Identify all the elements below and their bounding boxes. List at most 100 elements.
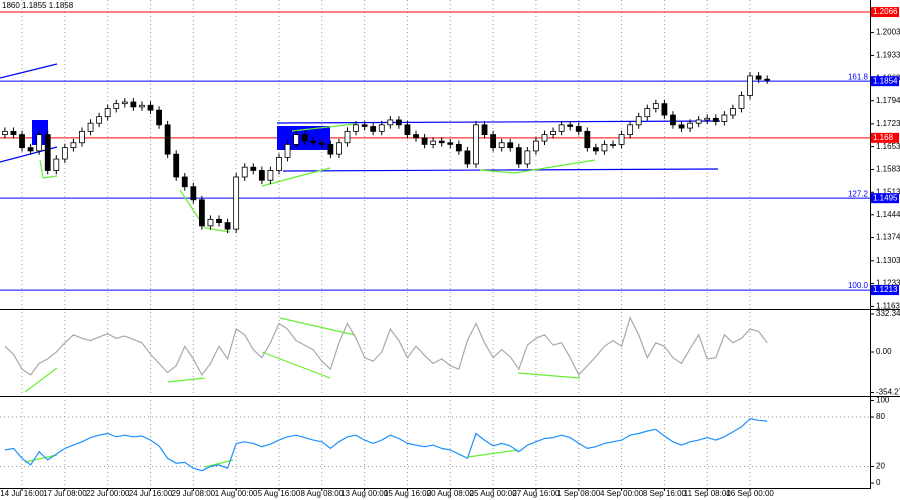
candle-body — [575, 126, 582, 132]
trend-line — [0, 63, 58, 79]
candle-body — [181, 176, 188, 188]
x-tick-label: 11 Sep 08:00 — [684, 489, 732, 498]
y-tick-label: 1.1513 — [876, 187, 900, 196]
candle-body — [687, 122, 693, 129]
candle-body — [507, 142, 514, 149]
candle-body — [764, 78, 771, 81]
divergence-line — [39, 159, 58, 179]
candle-body — [318, 142, 325, 145]
candle-body — [395, 119, 402, 126]
candle-body — [601, 143, 608, 152]
candle-body — [413, 134, 419, 139]
candle-body — [19, 134, 25, 149]
level-tag-label: 1.2066 — [873, 7, 898, 16]
y-tick-label: 1.2003 — [876, 28, 900, 37]
candle-body — [704, 117, 711, 121]
candle-body — [241, 166, 248, 178]
candle-body — [250, 166, 257, 171]
fib-label: 100.0 — [848, 281, 869, 290]
marks — [2, 72, 771, 472]
candle-body — [747, 75, 753, 96]
x-tick-label: 17 Jul 08:00 — [43, 489, 87, 498]
candle-body — [36, 134, 43, 152]
candle-body — [353, 124, 359, 132]
fib-label: 127.2 — [848, 189, 869, 198]
candle-body — [464, 150, 471, 165]
candle-body — [558, 124, 565, 132]
divergence-line — [261, 167, 331, 187]
candle-body — [721, 114, 728, 122]
candle-body — [96, 116, 103, 124]
candle-body — [70, 142, 77, 149]
y-tick-label: 1.1303 — [876, 256, 900, 265]
candle-body — [387, 119, 394, 126]
candle-body — [233, 176, 240, 230]
candle-body — [498, 142, 505, 149]
candle-body — [695, 119, 702, 124]
candle-body — [670, 114, 676, 126]
candle-body — [27, 147, 34, 152]
level-tag-label: 1.1854 — [873, 76, 898, 85]
level-tag-label: 1.1495 — [873, 193, 898, 202]
header: 1860 1.1855 1.1858 — [2, 1, 74, 10]
candle-body — [455, 143, 462, 152]
indicator-line — [4, 316, 768, 377]
divergence-line — [467, 449, 519, 458]
candle-body — [567, 124, 574, 127]
candle-body — [533, 140, 539, 152]
candle-body — [755, 75, 762, 80]
candle-body — [515, 147, 522, 165]
x-tick-label: 4 Sep 00:00 — [600, 489, 644, 498]
candle-body — [53, 158, 60, 171]
candle-body — [344, 130, 351, 144]
x-tick-label: 13 Aug 00:00 — [341, 489, 389, 498]
y-tick-label: 1.1933 — [876, 51, 900, 60]
y-tick-label: 332.3467 — [876, 309, 900, 318]
candle-body — [104, 108, 111, 118]
y-tick-label: 1.1723 — [876, 119, 900, 128]
y-tick-label: 100 — [876, 396, 890, 405]
x-tick-label: 8 Sep 16:00 — [643, 489, 687, 498]
candle-body — [284, 143, 291, 158]
candle-body — [730, 108, 736, 116]
candle-body — [139, 104, 145, 108]
zone-box — [32, 120, 48, 145]
divergence-line — [291, 123, 356, 132]
divergence-line — [167, 377, 206, 383]
y-tick-label: -354.279 — [876, 388, 900, 397]
x-tick-label: 5 Aug 16:00 — [258, 489, 301, 498]
annotations — [0, 63, 721, 468]
level-tag — [871, 76, 899, 87]
divergence-line — [479, 159, 596, 174]
candle-body — [430, 140, 437, 145]
candle-body — [61, 147, 68, 160]
level-tag — [871, 285, 899, 296]
candle-body — [293, 134, 300, 145]
channel-top — [276, 120, 721, 124]
candle-body — [79, 130, 85, 144]
y-tick-label: 1.1653 — [876, 142, 900, 151]
candle-body — [473, 124, 479, 165]
x-tick-label: 15 Aug 16:00 — [384, 489, 432, 498]
level-tag-label: 1.168 — [873, 133, 894, 142]
y-tick-label: 80 — [876, 412, 885, 421]
divergence-line — [24, 367, 58, 393]
candle-body — [190, 186, 197, 201]
candle-body — [173, 153, 180, 178]
level-tag — [871, 132, 899, 143]
x-tick-label: 24 Jul 16:00 — [129, 489, 173, 498]
candle-body — [610, 143, 616, 146]
y-tick-label: 0 — [876, 478, 881, 487]
candle-body — [618, 134, 625, 145]
y-tick-label: 1.1444 — [876, 210, 900, 219]
candle-body — [258, 170, 265, 181]
indicator-line — [4, 417, 768, 472]
candle-body — [327, 143, 334, 155]
candle-body — [421, 137, 428, 145]
candle-body — [635, 116, 642, 126]
x-tick-label: 29 Jul 08:00 — [172, 489, 216, 498]
candle-body — [164, 124, 171, 155]
candle-body — [481, 124, 488, 136]
